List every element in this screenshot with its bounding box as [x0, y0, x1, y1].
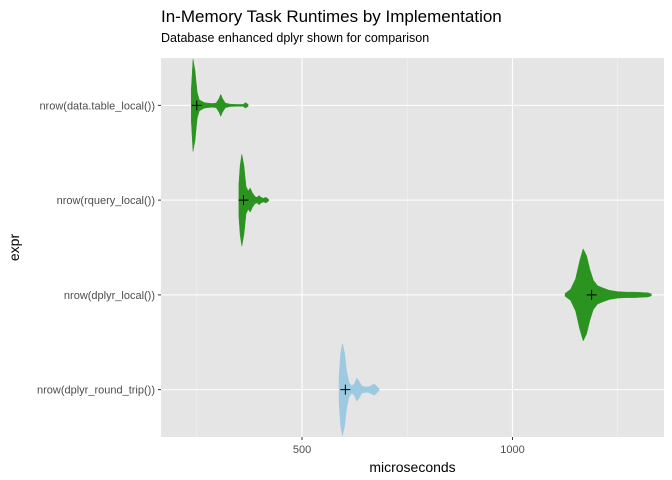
- x-tick-label: 1000: [500, 444, 524, 456]
- y-axis-ticks: nrow(data.table_local()) nrow(rquery_loca…: [37, 100, 161, 397]
- violin-shape: [191, 59, 249, 152]
- plot-panel: [161, 58, 664, 437]
- x-axis-label: microseconds: [369, 459, 455, 475]
- violin-shape: [238, 153, 270, 247]
- y-tick-label: nrow(rquery_local()): [57, 195, 155, 207]
- y-tick-label: nrow(dplyr_round_trip()): [37, 385, 155, 397]
- chart-title: In-Memory Task Runtimes by Implementatio…: [161, 7, 502, 26]
- violins: [191, 59, 652, 436]
- x-tick-label: 500: [293, 444, 311, 456]
- violin-shape: [338, 343, 380, 436]
- y-axis-label: expr: [6, 234, 22, 262]
- y-tick-label: nrow(data.table_local()): [39, 100, 155, 112]
- x-axis-ticks: 500 1000: [293, 437, 525, 456]
- violin-shape: [564, 248, 652, 342]
- y-tick-label: nrow(dplyr_local()): [64, 290, 155, 302]
- chart-subtitle: Database enhanced dplyr shown for compar…: [161, 31, 429, 45]
- gridlines: [161, 58, 664, 437]
